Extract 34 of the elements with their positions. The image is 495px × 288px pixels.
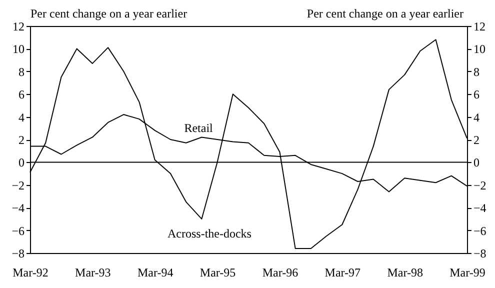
x-tick-label: Mar-92 bbox=[12, 266, 48, 280]
x-tick-label: Mar-97 bbox=[324, 266, 361, 280]
y2-tick-label: −4 bbox=[474, 201, 486, 216]
y2-tick-label: 10 bbox=[474, 42, 486, 56]
y-tick-label: −2 bbox=[12, 178, 24, 192]
y2-tick-label: 8 bbox=[474, 64, 480, 79]
y2-tick-label: 0 bbox=[474, 156, 480, 170]
y2-tick-label: −8 bbox=[474, 246, 486, 260]
x-tick-label: Mar-93 bbox=[75, 266, 111, 280]
y-tick-label: 12 bbox=[12, 20, 24, 34]
y-tick-label: −6 bbox=[12, 224, 24, 238]
y2-axis-title: Per cent change on a year earlier bbox=[306, 6, 464, 20]
y-tick-label: 6 bbox=[18, 88, 24, 102]
x-tick-label: Mar-98 bbox=[387, 266, 423, 280]
y2-tick-label: −2 bbox=[474, 178, 486, 192]
y-tick-label: −4 bbox=[12, 201, 24, 216]
y-tick-label: 10 bbox=[12, 42, 24, 56]
y-axis-title: Per cent change on a year earlier bbox=[30, 6, 188, 20]
x-tick-label: Mar-94 bbox=[137, 266, 174, 280]
y-tick-label: 4 bbox=[18, 110, 24, 124]
y-tick-label: 8 bbox=[18, 64, 24, 79]
y-tick-label: 2 bbox=[18, 133, 24, 147]
y2-tick-label: 12 bbox=[474, 20, 486, 34]
y2-tick-label: −6 bbox=[474, 224, 486, 238]
y-tick-label: −8 bbox=[12, 246, 24, 260]
y2-tick-label: 6 bbox=[474, 88, 480, 102]
x-tick-label: Mar-95 bbox=[200, 266, 236, 280]
x-tick-label: Mar-99 bbox=[450, 266, 486, 280]
y2-tick-label: 4 bbox=[474, 110, 480, 124]
series-label: Across-the-docks bbox=[167, 226, 252, 241]
y-tick-label: 0 bbox=[18, 156, 24, 170]
x-tick-label: Mar-96 bbox=[262, 266, 298, 280]
series-label: Retail bbox=[184, 121, 214, 136]
y2-tick-label: 2 bbox=[474, 133, 480, 147]
